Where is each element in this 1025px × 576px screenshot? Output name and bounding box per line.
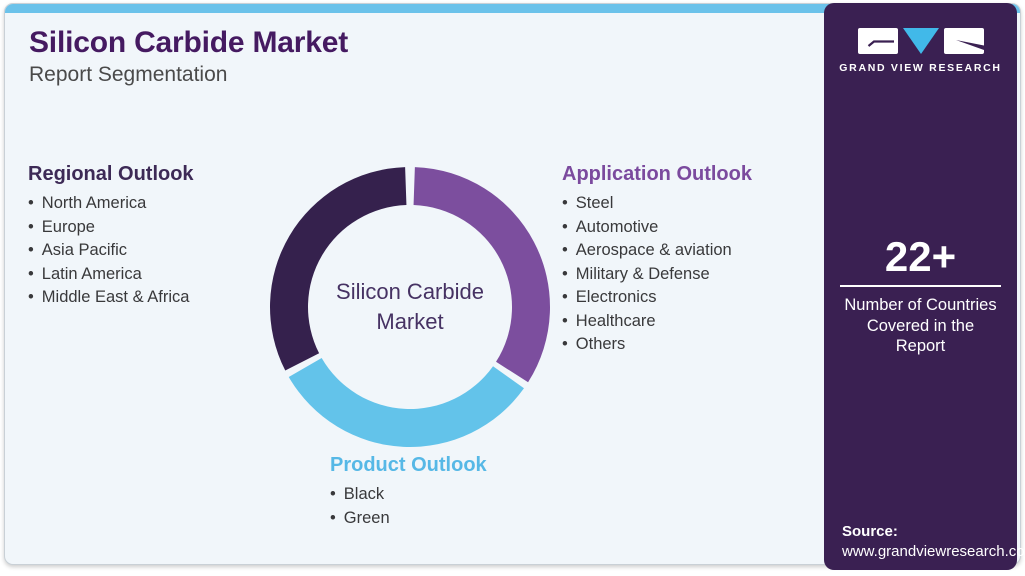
application-outlook-list: Steel Automotive Aerospace & aviation Mi… (562, 192, 752, 357)
top-accent-bar (5, 4, 1020, 13)
list-item: Healthcare (562, 310, 752, 334)
donut-segment-regional (269, 167, 407, 371)
page-title: Silicon Carbide Market (29, 26, 349, 59)
regional-outlook-heading: Regional Outlook (28, 163, 194, 185)
donut-center-label: Silicon Carbide Market (290, 277, 530, 337)
stat-divider (840, 285, 1001, 287)
donut-segment-product (288, 358, 524, 447)
list-item: Steel (562, 192, 752, 216)
list-item: Black (330, 483, 487, 507)
donut-center-label-line2: Market (376, 309, 444, 334)
donut-segment-application (413, 167, 550, 383)
list-item: Others (562, 333, 752, 357)
gvr-logo-icon (857, 28, 984, 54)
list-item: Europe (28, 216, 194, 240)
stat-value: 22+ (884, 233, 957, 280)
header: Silicon Carbide Market Report Segmentati… (29, 26, 348, 87)
list-item: Green (330, 507, 487, 531)
logo-g-icon (857, 28, 898, 54)
logo-v-icon (902, 28, 939, 54)
list-item: Electronics (562, 286, 752, 310)
product-outlook-heading: Product Outlook (330, 454, 487, 476)
source-block: Source: www.grandviewresearch.com (842, 523, 1025, 560)
list-item: Latin America (28, 263, 194, 287)
list-item: Automotive (562, 216, 752, 240)
regional-outlook-section: Regional Outlook North America Europe As… (28, 163, 194, 310)
countries-stat: 22+ Number of Countries Covered in the R… (840, 235, 1001, 357)
brand-name: GRAND VIEW RESEARCH (839, 62, 1002, 74)
regional-outlook-list: North America Europe Asia Pacific Latin … (28, 192, 194, 310)
stat-label: Number of Countries Covered in the Repor… (844, 296, 997, 355)
list-item: Asia Pacific (28, 239, 194, 263)
product-outlook-list: Black Green (330, 483, 487, 530)
source-url[interactable]: www.grandviewresearch.com (842, 543, 1025, 560)
application-outlook-section: Application Outlook Steel Automotive Aer… (562, 163, 752, 357)
application-outlook-heading: Application Outlook (562, 163, 752, 185)
product-outlook-section: Product Outlook Black Green (330, 454, 487, 530)
donut-chart-svg (269, 167, 550, 447)
logo-r-icon (943, 28, 984, 54)
source-label: Source: (842, 523, 898, 540)
list-item: North America (28, 192, 194, 216)
list-item: Middle East & Africa (28, 286, 194, 310)
donut-chart (265, 162, 555, 452)
page-subtitle: Report Segmentation (29, 63, 228, 86)
list-item: Aerospace & aviation (562, 239, 752, 263)
list-item: Military & Defense (562, 263, 752, 287)
donut-center-label-line1: Silicon Carbide (336, 279, 484, 304)
brand-logo: GRAND VIEW RESEARCH (824, 28, 1017, 74)
sidebar: GRAND VIEW RESEARCH 22+ Number of Countr… (824, 3, 1025, 570)
